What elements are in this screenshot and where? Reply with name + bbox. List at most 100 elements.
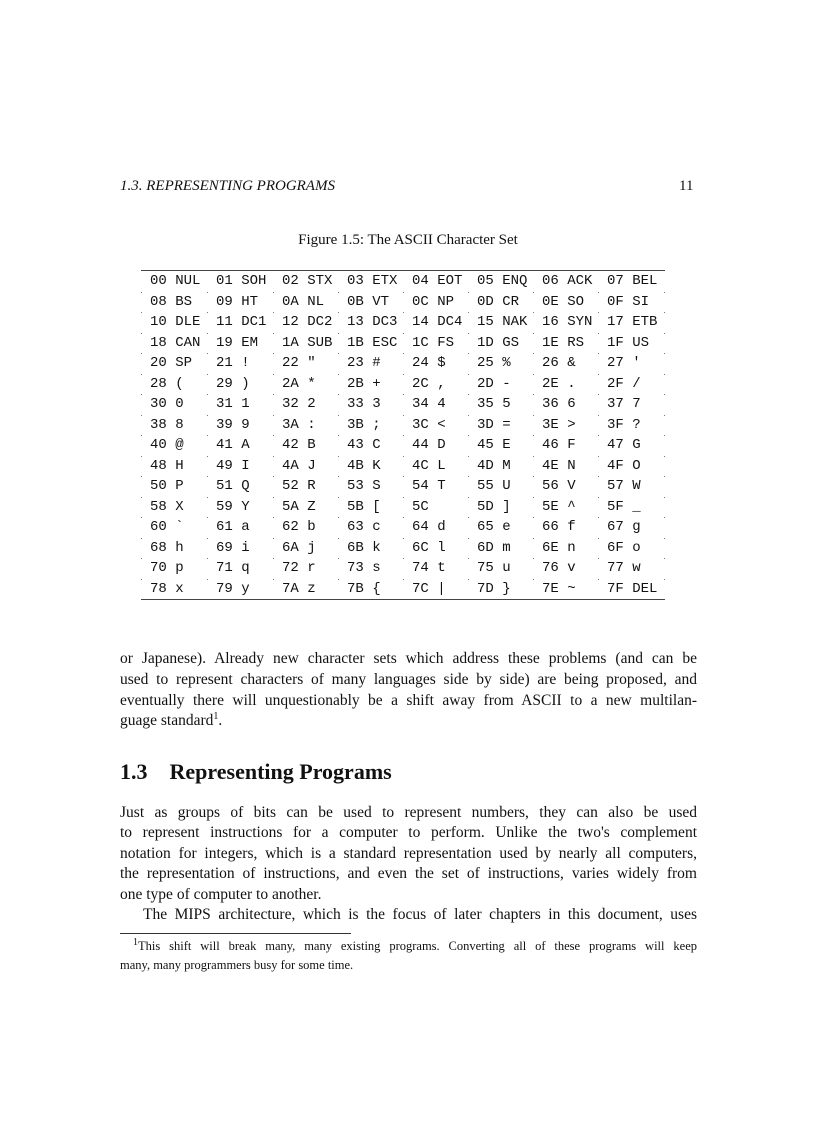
table-cell: 43 C [347,437,381,453]
table-cell: 6D m [477,539,511,556]
table-cell: 29 ) [216,375,250,392]
table-cell: 26 & [542,355,576,371]
page-number: 11 [679,178,694,194]
cell-separator-dot [468,455,469,457]
table-cell: 51 Q [216,478,250,494]
table-cell: 59 Y [216,498,250,515]
table-cell: 2E . [542,375,576,392]
table-cell: 5B [ [347,498,381,515]
cell-separator-dot [664,312,665,313]
cell-separator-dot [207,558,208,559]
cell-separator-dot [533,312,534,313]
cell-separator-dot [468,517,469,518]
table-top-rule [141,270,665,271]
cell-separator-dot [468,394,469,395]
cell-separator-dot [273,353,274,354]
table-row: 70 p 71 q 72 r 73 s 74 t 75 u 76 v 77 w [141,558,665,579]
cell-separator-dot [207,578,208,580]
cell-separator-dot [468,435,469,436]
table-cell: 79 y [216,580,250,597]
table-cell: 73 s [347,560,381,576]
table-cell: 25 % [477,355,511,371]
table-row: 40 @ 41 A 42 B 43 C 44 D 45 E 46 F 47 G [141,435,665,456]
table-cell: 42 B [282,437,316,453]
table-row: 30 0 31 1 32 2 33 3 34 4 35 5 36 6 37 7 [141,394,665,415]
ascii-table: 00 NUL 01 SOH 02 STX 03 ETX 04 EOT 05 ENQ 06 A… [141,271,665,599]
table-cell: 02 STX [282,273,333,289]
table-cell: 60 ` [150,519,184,535]
cell-separator-dot [207,537,208,539]
table-cell: 15 NAK [477,314,528,330]
table-cell: 4E N [542,457,576,474]
cell-separator-dot [664,476,665,477]
table-cell: 7B { [347,580,381,597]
table-row: 78 x 79 y 7A z 7B {7C | 7D } 7E ~ 7F DEL [141,578,665,600]
cell-separator-dot [273,537,274,539]
cell-separator-dot [207,414,208,416]
cell-separator-dot [533,517,534,518]
cell-separator-dot [598,578,599,580]
paragraph-line: one type of computer to another. [120,886,322,903]
paragraph-line: notation for integers, which is a standa… [120,845,697,862]
cell-separator-dot [468,558,469,559]
table-cell: 64 d [412,519,446,535]
cell-separator-dot [141,476,142,477]
table-cell: 12 DC2 [282,314,333,330]
cell-separator-dot [338,291,339,293]
table-cell: 2D - [477,375,511,392]
table-row: 08 BS 09 HT 0A NL 0B VT 0C NP 0D CR 0E SO 0F SI [141,291,665,313]
cell-separator-dot [403,435,404,436]
cell-separator-dot [338,332,339,334]
cell-separator-dot [207,332,208,334]
paragraph-line: used to represent characters of many lan… [120,671,697,688]
table-cell: 3B ; [347,416,381,433]
table-cell: 1E RS [542,334,585,351]
cell-separator-dot [468,578,469,580]
cell-separator-dot [403,578,404,580]
table-cell: 32 2 [282,396,316,412]
cell-separator-dot [598,517,599,518]
cell-separator-dot [533,578,534,580]
cell-separator-dot [338,496,339,498]
table-cell: 70 p [150,560,184,576]
cell-separator-dot [533,353,534,354]
cell-separator-dot [598,394,599,395]
table-cell: 09 HT [216,293,259,310]
table-cell: 41 A [216,437,250,453]
cell-separator-dot [468,373,469,375]
cell-separator-dot [468,537,469,539]
cell-separator-dot [468,312,469,313]
cell-separator-dot [533,435,534,436]
cell-separator-dot [468,414,469,416]
table-row: 28 (29 ) 2A * 2B + 2C , 2D - 2E . 2F / [141,373,665,395]
cell-separator-dot [338,312,339,313]
cell-separator-dot [533,455,534,457]
cell-separator-dot [273,414,274,416]
cell-separator-dot [141,414,142,416]
table-cell: 17 ETB [607,314,658,330]
table-cell: 19 EM [216,334,259,351]
cell-separator-dot [141,537,142,539]
table-cell: 36 6 [542,396,576,412]
table-cell: 65 e [477,519,511,535]
table-cell: 4A J [282,457,316,474]
cell-separator-dot [664,291,665,293]
cell-separator-dot [273,332,274,334]
table-cell: 18 CAN [150,334,201,351]
cell-separator-dot [338,414,339,416]
table-cell: 5D ] [477,498,511,515]
cell-separator-dot [141,455,142,457]
cell-separator-dot [338,373,339,375]
cell-separator-dot [403,394,404,395]
table-bottom-rule [141,599,665,600]
cell-separator-dot [403,291,404,293]
table-cell: 21 ! [216,355,250,371]
cell-separator-dot [468,353,469,354]
cell-separator-dot [664,496,665,498]
table-cell: 4B K [347,457,381,474]
table-cell: 68 h [150,539,184,556]
table-cell: 2C , [412,375,446,392]
cell-separator-dot [141,394,142,395]
cell-separator-dot [273,578,274,580]
